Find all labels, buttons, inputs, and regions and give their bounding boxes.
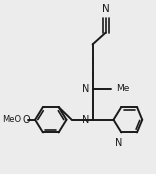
Text: N: N <box>115 138 122 148</box>
Text: MeO: MeO <box>2 115 21 124</box>
Text: N: N <box>102 3 110 14</box>
Text: N: N <box>82 115 89 125</box>
Text: N: N <box>82 84 89 94</box>
Text: Me: Me <box>116 84 129 93</box>
Text: O: O <box>23 115 30 125</box>
